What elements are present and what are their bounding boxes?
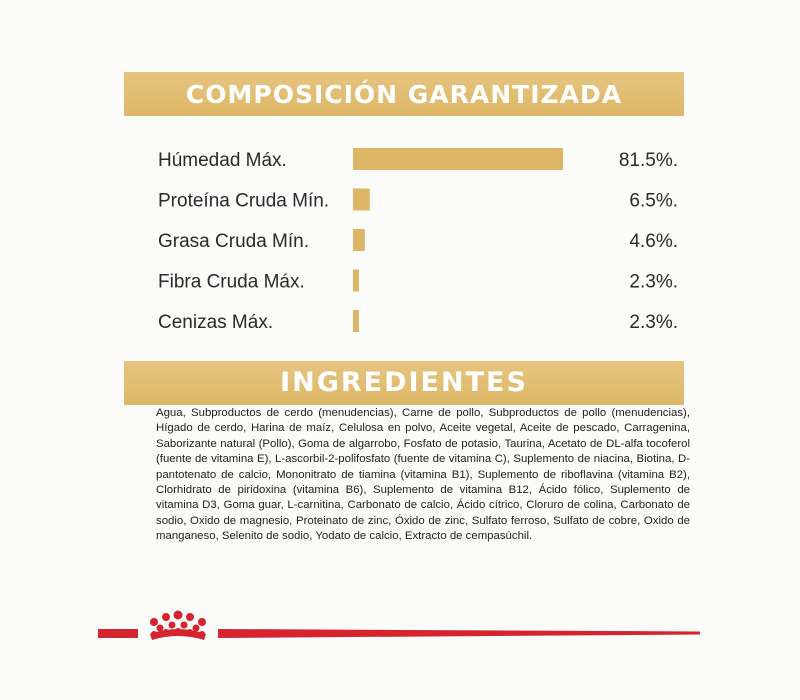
bar <box>353 269 359 292</box>
value-label: 4.6%. <box>629 231 678 252</box>
bar <box>353 148 563 170</box>
category-label: Cenizas Máx. <box>158 312 273 333</box>
category-label: Proteína Cruda Mín. <box>158 191 329 212</box>
category-label: Fibra Cruda Máx. <box>158 272 305 293</box>
category-label: Grasa Cruda Mín. <box>158 231 309 252</box>
value-label: 2.3%. <box>629 272 678 293</box>
royal-crown-icon <box>150 610 206 640</box>
value-label: 2.3%. <box>629 312 678 333</box>
bar <box>353 229 365 251</box>
category-label: Húmedad Máx. <box>158 150 287 171</box>
composition-title-banner: COMPOSICIÓN GARANTIZADA <box>124 72 684 116</box>
ingredients-text: Agua, Subproductos de cerdo (menudencias… <box>156 407 690 543</box>
ingredients-title-banner: INGREDIENTES <box>124 361 684 405</box>
footer-brand-line <box>98 610 700 640</box>
value-label: 81.5%. <box>619 150 678 171</box>
footer-line-left <box>98 629 138 638</box>
footer-line-right <box>218 629 700 638</box>
value-label: 6.5%. <box>629 191 678 212</box>
bar <box>353 310 359 332</box>
composition-bar-chart: Húmedad Máx. 81.5%. Proteína Cruda Mín. 6.5… <box>158 148 678 333</box>
bar <box>353 188 370 211</box>
